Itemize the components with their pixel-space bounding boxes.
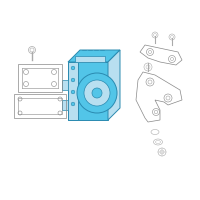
Circle shape [77, 73, 117, 113]
Bar [14, 94, 66, 118]
Circle shape [92, 88, 102, 98]
Circle shape [71, 102, 75, 106]
Polygon shape [108, 50, 120, 120]
Polygon shape [68, 62, 78, 120]
Polygon shape [68, 62, 108, 120]
Circle shape [71, 78, 75, 82]
Polygon shape [68, 50, 120, 62]
Bar [18, 98, 62, 114]
Circle shape [84, 80, 110, 106]
Circle shape [71, 90, 75, 94]
Polygon shape [75, 56, 105, 62]
Bar [62, 100, 68, 110]
Circle shape [71, 66, 75, 70]
Bar [18, 64, 62, 92]
Bar [62, 80, 68, 90]
